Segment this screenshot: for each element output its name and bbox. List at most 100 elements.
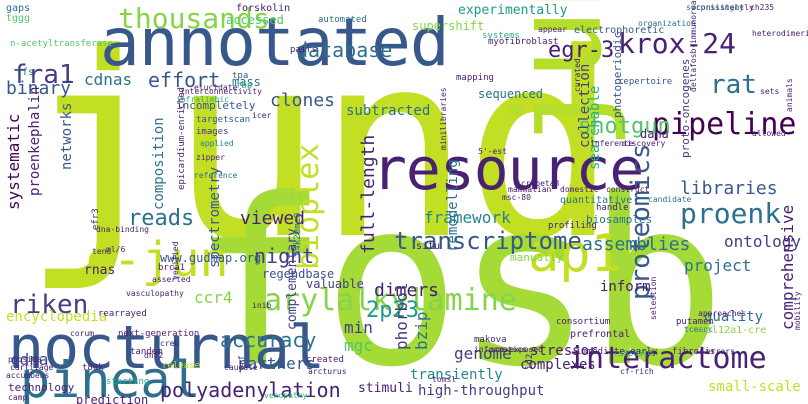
word-quality: quality [704,309,764,325]
word-vasculopathy: cartilage [10,363,54,372]
word-ccr4: ccr4 [194,288,233,307]
word-amygdala: myofibroblast [488,37,559,47]
word-targetscan: applied [200,139,234,148]
word-dimers: dimers [374,280,440,301]
word-2p23: 2p23 [366,298,419,323]
word-biosamples: construct [606,185,650,194]
word-incompletely: rnas [84,263,116,278]
word-consistently: deltafosb-immunoreactive [689,0,698,92]
word-min: min [344,318,373,337]
word-tfs: tfs [16,67,35,78]
word-col12a1-cre: cf-rich [620,367,654,376]
word-orf: msc-80 [502,193,531,202]
word-zipper: incompletely [176,99,256,112]
word-accumbens: stimuli [358,381,413,396]
word-infralimbic: epicardium-enriched [177,87,187,190]
word-pairs: sequenced [478,87,544,101]
word-systematic: systematic [4,113,23,210]
word-corum: tend [92,247,112,256]
word-rat: rat [710,70,757,100]
word-mammalian: profiling [548,221,597,231]
word-tandem: rs539514 [614,349,653,358]
word-tggg: tggg [6,13,31,24]
word-efr3: icer [252,111,272,120]
word-subtracted: subtracted [346,103,431,119]
word-viewed: viewed [240,208,306,229]
word-id2: informatics [474,345,527,354]
word-supershift: supershift [412,19,485,33]
word-myofibroblast: organization [638,19,696,28]
word-shotgun: shotgun [578,114,671,139]
word-stressor: stressor [530,343,598,359]
word-cartilage: starting [106,377,150,387]
word-dnf2: allowed [752,129,786,138]
word-ch235: sets [760,87,780,96]
word-krox-24: krox-24 [618,27,737,60]
word-full-length: full-length [358,134,379,254]
word-verified: ml/6 [106,245,126,254]
word-inib: dnf2 [144,351,164,360]
word-integration: targetscan [196,115,251,125]
word-venopathy: rearrayed [98,309,147,319]
word-c-jun: c-jun [84,232,229,288]
word-binary: binary [6,78,72,99]
word-consortium: created [306,355,344,365]
word-composition: composition [151,117,167,210]
word-proenkephalin: proenkephalin [27,86,43,196]
word-n-acetyltransferase: n-acetyltransferase [10,39,113,49]
word-photoperiodic: dana [640,127,669,141]
word-genome: genome [454,344,512,363]
word-epicardium-enriched: curated [573,58,582,92]
word-rnas: tpa [232,71,249,81]
word-electrophoretic: repertoire [618,77,673,87]
word-fra1: fra1 [12,60,75,90]
word-partners: partners [238,354,316,373]
word-jund: jund [22,0,618,296]
word-cdna: cdna [10,350,49,369]
word-creb: next-generation [118,329,200,339]
word-project: project [684,256,752,275]
word-encyclopedia: encyclopedia [6,309,108,325]
word-networks: networks [59,102,75,170]
word-bzip: bzip [412,311,431,350]
word-heterodimeric: consistently [696,3,754,12]
word-fosb: fosb [190,151,726,404]
word-fibrosis: putamen [676,317,714,327]
word-database: database [296,38,393,62]
word-arylalkylamine: arylalkylamine [264,283,517,318]
word-minilibraries: discovery [622,139,666,148]
word-prefrontal: makova [474,335,507,345]
word-mobility: interconnectivity [180,87,262,96]
word-gaps: gaps [6,3,31,14]
word-msc-80: corum [70,329,95,338]
word-phorbol: phorbol [392,282,411,350]
word-phosida: caudate [224,363,258,372]
word-experimentally: experimentally [458,3,568,18]
word-globally: images [196,127,229,137]
word-appear: inib [252,301,272,310]
word-cf-rich: immediate-early [576,347,658,357]
word-domestic: quantitative [560,195,633,206]
word-nocturnal: nocturnal [8,313,325,383]
word-pre-exposed: consortium [556,317,611,327]
word-accuracy: accuracy [220,328,317,352]
word-transcriptome: transcriptome [394,227,582,255]
word-created: tomsl [432,375,457,384]
word-curated: systems [482,31,520,41]
word-forskolin: forskolin [236,3,291,14]
word-mass: mass [232,75,261,89]
word-manually: valuable [306,277,364,291]
word-prediction: camp [8,393,28,402]
word-images: zipper [196,153,225,162]
word-applied: reference [194,171,238,180]
word-effort: effort [148,68,221,92]
word-gudmap: situ [416,241,441,252]
word-cdnas: cdnas [84,70,133,89]
word-putamen: col12a1-cre [700,325,767,336]
word-resource: resource [372,135,644,203]
word-caudate: 5'-est [478,147,507,156]
word-errors: prefrontal [570,329,631,340]
word-construct: regendbase [262,267,335,281]
word-valuable: prediction [76,393,149,404]
word-reference: www.gudmap.org [160,251,262,265]
